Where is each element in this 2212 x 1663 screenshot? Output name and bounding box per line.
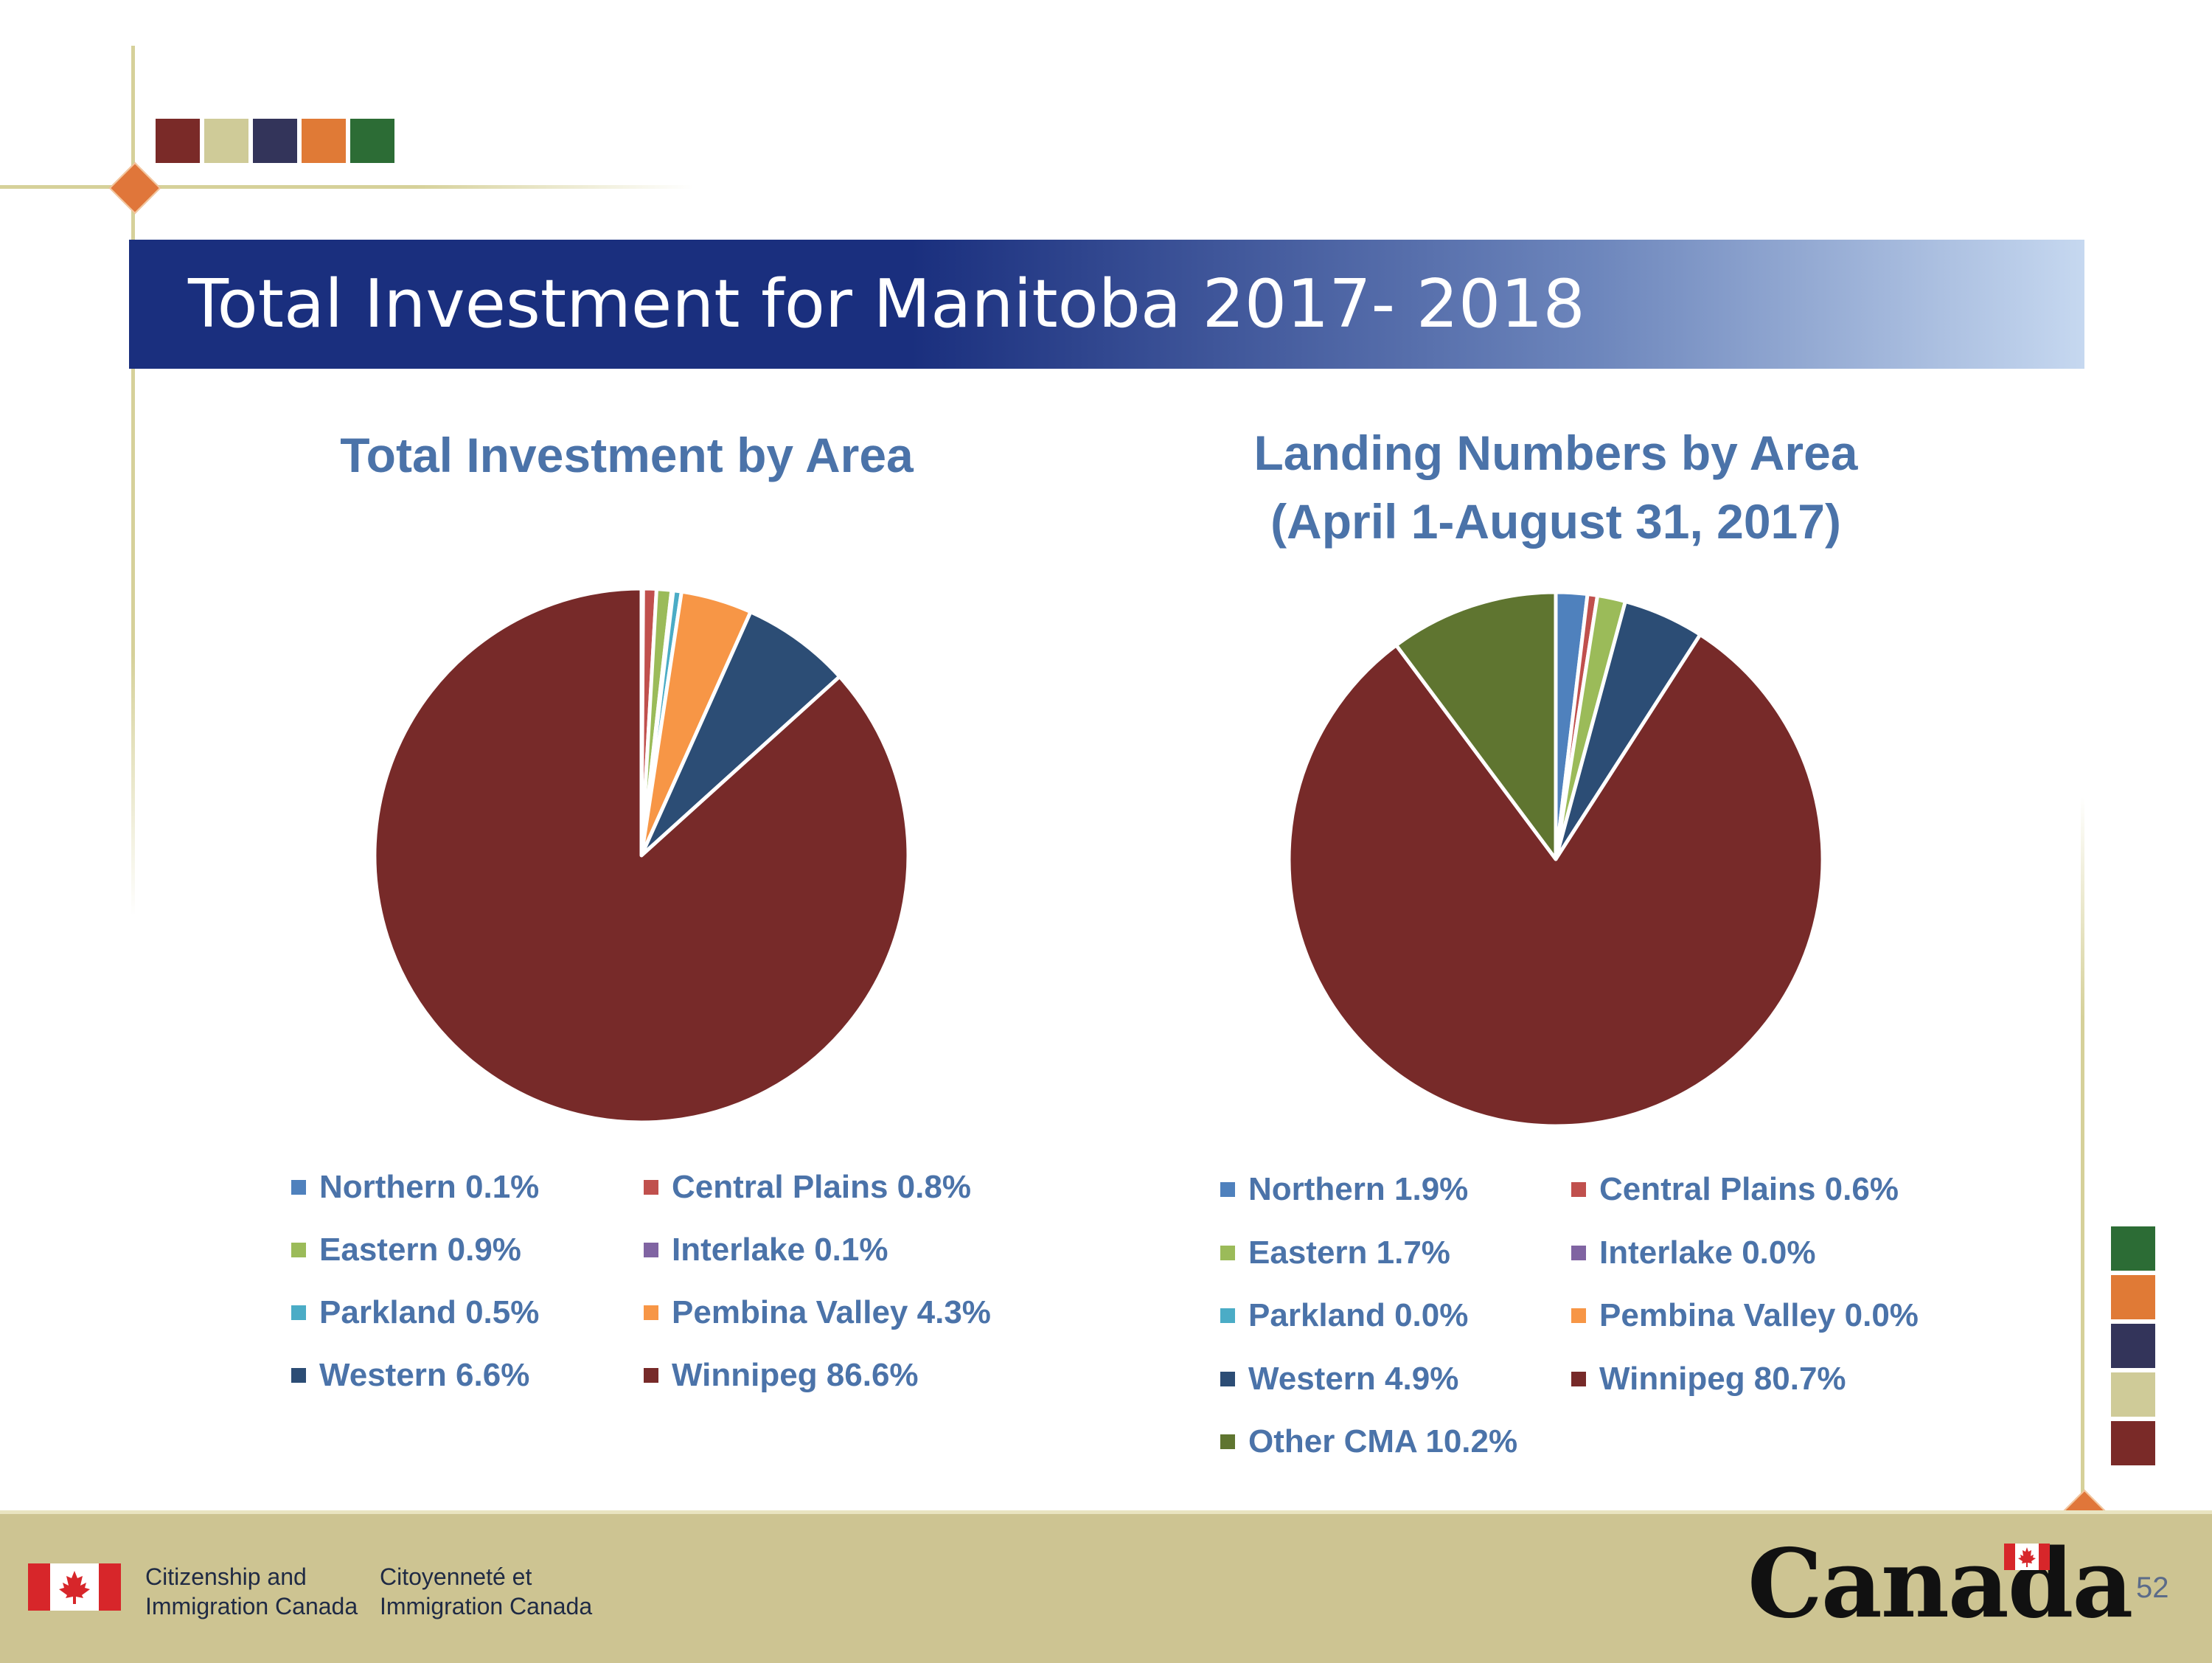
- legend-swatch: [1220, 1434, 1235, 1449]
- chart2-slice-winnipeg: [1287, 633, 1825, 1128]
- legend-swatch: [291, 1243, 306, 1257]
- chart1-slice-winnipeg: [372, 586, 911, 1125]
- legend-label: Central Plains 0.6%: [1599, 1171, 1899, 1207]
- legend-swatch: [1220, 1371, 1235, 1386]
- canada-wordmark: Canada: [1747, 1529, 2133, 1639]
- chart2-slice-other-cma: [1394, 590, 1558, 861]
- canada-flag-icon: [28, 1563, 121, 1611]
- department-name-french: Citoyenneté et Immigration Canada: [380, 1562, 592, 1621]
- chart1-legend-item-central-plains: Central Plains 0.8%: [644, 1169, 971, 1206]
- side-color-square-4: [2109, 1419, 2157, 1468]
- chart1-legend-item-interlake: Interlake 0.1%: [644, 1232, 888, 1268]
- legend-label: Interlake 0.1%: [672, 1232, 888, 1268]
- legend-swatch: [291, 1368, 306, 1383]
- chart2-legend: Northern 1.9% Central Plains 0.6% Eastern …: [1220, 1171, 2031, 1481]
- department-name-english: Citizenship and Immigration Canada: [145, 1562, 358, 1621]
- legend-swatch: [644, 1243, 658, 1257]
- chart1-legend-item-pembina-valley: Pembina Valley 4.3%: [644, 1294, 991, 1331]
- chart2-legend-item-northern: Northern 1.9%: [1220, 1171, 1468, 1208]
- legend-swatch: [1571, 1245, 1586, 1260]
- frame-line-top: [0, 185, 693, 189]
- top-color-square-3: [299, 117, 348, 165]
- side-color-square-2: [2109, 1322, 2157, 1370]
- side-color-square-0: [2109, 1224, 2157, 1273]
- chart2-legend-item-pembina-valley: Pembina Valley 0.0%: [1571, 1297, 1919, 1334]
- top-color-square-4: [348, 117, 397, 165]
- chart1-legend-item-western: Western 6.6%: [291, 1357, 529, 1394]
- dept-en-line2: Immigration Canada: [145, 1593, 358, 1619]
- chart1-legend-item-parkland: Parkland 0.5%: [291, 1294, 539, 1331]
- side-color-squares: [2109, 1224, 2157, 1468]
- legend-label: Northern 1.9%: [1248, 1171, 1469, 1207]
- chart1-legend-item-eastern: Eastern 0.9%: [291, 1232, 521, 1268]
- legend-label: Eastern 0.9%: [319, 1232, 521, 1268]
- title-bar: Total Investment for Manitoba 2017- 2018: [129, 240, 2084, 369]
- legend-swatch: [644, 1180, 658, 1195]
- side-color-square-3: [2109, 1370, 2157, 1419]
- frame-line-left: [131, 46, 135, 916]
- dept-fr-line2: Immigration Canada: [380, 1593, 593, 1619]
- footer-band: Citizenship and Immigration Canada Citoy…: [0, 1510, 2212, 1663]
- chart2-legend-item-central-plains: Central Plains 0.6%: [1571, 1171, 1899, 1208]
- legend-label: Pembina Valley 4.3%: [672, 1294, 991, 1330]
- side-color-square-1: [2109, 1273, 2157, 1322]
- diamond-ornament-top-left: [108, 162, 161, 215]
- chart2-legend-item-eastern: Eastern 1.7%: [1220, 1235, 1450, 1271]
- page-number: 52: [2136, 1572, 2169, 1604]
- legend-label: Parkland 0.5%: [319, 1294, 540, 1330]
- dept-fr-line1: Citoyenneté et: [380, 1563, 532, 1590]
- chart2-legend-item-winnipeg: Winnipeg 80.7%: [1571, 1361, 1846, 1398]
- legend-label: Central Plains 0.8%: [672, 1169, 971, 1205]
- legend-label: Other CMA 10.2%: [1248, 1423, 1518, 1459]
- legend-swatch: [1220, 1308, 1235, 1323]
- legend-swatch: [1220, 1182, 1235, 1197]
- legend-swatch: [291, 1180, 306, 1195]
- chart1-legend-item-northern: Northern 0.1%: [291, 1169, 539, 1206]
- legend-label: Northern 0.1%: [319, 1169, 540, 1205]
- chart1-pie: [372, 586, 911, 1125]
- legend-label: Western 6.6%: [319, 1357, 530, 1393]
- chart2-legend-item-other-cma: Other CMA 10.2%: [1220, 1423, 1517, 1460]
- chart1-legend-item-winnipeg: Winnipeg 86.6%: [644, 1357, 919, 1394]
- legend-swatch: [644, 1368, 658, 1383]
- legend-label: Winnipeg 80.7%: [1599, 1360, 1846, 1397]
- legend-swatch: [291, 1305, 306, 1320]
- legend-label: Western 4.9%: [1248, 1360, 1459, 1397]
- dept-en-line1: Citizenship and: [145, 1563, 307, 1590]
- legend-label: Interlake 0.0%: [1599, 1234, 1816, 1271]
- chart2-legend-item-interlake: Interlake 0.0%: [1571, 1235, 1816, 1271]
- legend-swatch: [1571, 1371, 1586, 1386]
- frame-line-right: [2081, 796, 2084, 1534]
- legend-label: Eastern 1.7%: [1248, 1234, 1450, 1271]
- top-color-square-1: [202, 117, 251, 165]
- chart2-title-line2: (April 1-August 31, 2017): [1270, 494, 1841, 549]
- legend-swatch: [1571, 1182, 1586, 1197]
- page-title: Total Investment for Manitoba 2017- 2018: [188, 265, 1585, 343]
- legend-swatch: [644, 1305, 658, 1320]
- chart1-legend: Northern 0.1% Central Plains 0.8% Eastern …: [291, 1169, 1102, 1427]
- chart1-title: Total Investment by Area: [340, 428, 914, 482]
- wordmark-flag-icon: [2004, 1544, 2050, 1570]
- chart2-title-line1: Landing Numbers by Area: [1253, 426, 1858, 480]
- legend-label: Pembina Valley 0.0%: [1599, 1297, 1919, 1333]
- legend-label: Parkland 0.0%: [1248, 1297, 1469, 1333]
- legend-swatch: [1571, 1308, 1586, 1323]
- legend-swatch: [1220, 1245, 1235, 1260]
- chart2-legend-item-western: Western 4.9%: [1220, 1361, 1458, 1398]
- top-color-squares: [153, 117, 397, 165]
- chart1-slice-western: [639, 610, 842, 858]
- legend-label: Winnipeg 86.6%: [672, 1357, 919, 1393]
- top-color-square-2: [251, 117, 299, 165]
- chart2-legend-item-parkland: Parkland 0.0%: [1220, 1297, 1468, 1334]
- top-color-square-0: [153, 117, 202, 165]
- chart2-pie: [1287, 590, 1825, 1128]
